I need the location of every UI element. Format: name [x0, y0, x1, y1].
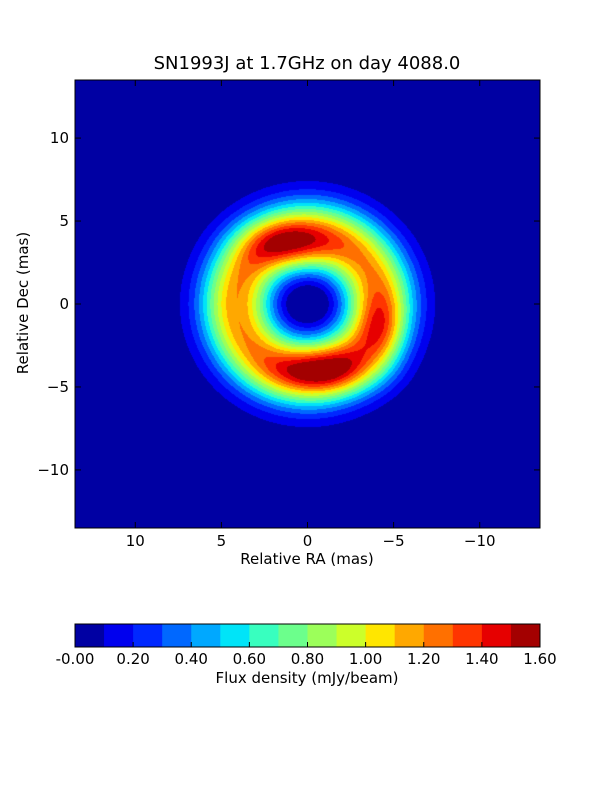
colorbar-swatch	[162, 624, 192, 647]
colorbar-swatch	[249, 624, 279, 647]
x-tick-label: 5	[217, 532, 227, 550]
y-tick-label: −10	[37, 461, 69, 479]
y-axis-label: Relative Dec (mas)	[14, 232, 32, 374]
colorbar-swatch	[133, 624, 163, 647]
colorbar-swatch	[191, 624, 221, 647]
colorbar-tick-label: 1.40	[465, 650, 498, 668]
y-tick-label: 10	[50, 129, 69, 147]
colorbar-swatch	[104, 624, 134, 647]
x-axis: 10 5 0 −5 −10	[126, 80, 496, 550]
y-tick-label: 5	[59, 212, 69, 230]
colorbar-swatch	[336, 624, 367, 647]
colorbar-label: Flux density (mJy/beam)	[216, 669, 399, 687]
colorbar-ticks: -0.00 0.20 0.40 0.60 0.80 1.00 1.20 1.40 1.60	[56, 642, 557, 668]
colorbar	[74, 623, 541, 648]
colorbar-tick-label: -0.00	[56, 650, 95, 668]
colorbar-tick-label: 0.60	[233, 650, 266, 668]
y-tick-label: 0	[59, 295, 69, 313]
colorbar-swatch	[220, 624, 250, 647]
x-tick-label: −5	[383, 532, 405, 550]
colorbar-swatch	[452, 624, 483, 647]
x-tick-label: −10	[464, 532, 496, 550]
colorbar-tick-label: 0.80	[291, 650, 324, 668]
colorbar-tick-label: 1.20	[407, 650, 440, 668]
colorbar-swatch	[510, 624, 541, 647]
x-tick-label: 0	[303, 532, 313, 550]
x-axis-label: Relative RA (mas)	[240, 550, 373, 568]
x-tick-label: 10	[126, 532, 145, 550]
colorbar-swatch	[75, 624, 105, 647]
colorbar-tick-label: 1.00	[349, 650, 382, 668]
colorbar-swatch	[365, 624, 396, 647]
colorbar-swatch	[307, 624, 338, 647]
y-axis: 10 5 0 −5 −10	[37, 129, 540, 479]
colorbar-swatch	[481, 624, 512, 647]
colorbar-tick-label: 0.40	[175, 650, 208, 668]
chart-title: SN1993J at 1.7GHz on day 4088.0	[154, 53, 461, 74]
contour-map	[75, 80, 540, 528]
colorbar-swatch	[394, 624, 425, 647]
y-tick-label: −5	[47, 378, 69, 396]
colorbar-tick-label: 0.20	[116, 650, 149, 668]
colorbar-swatch	[278, 624, 308, 647]
colorbar-swatch	[423, 624, 454, 647]
colorbar-tick-label: 1.60	[523, 650, 556, 668]
plot-area	[74, 79, 541, 529]
